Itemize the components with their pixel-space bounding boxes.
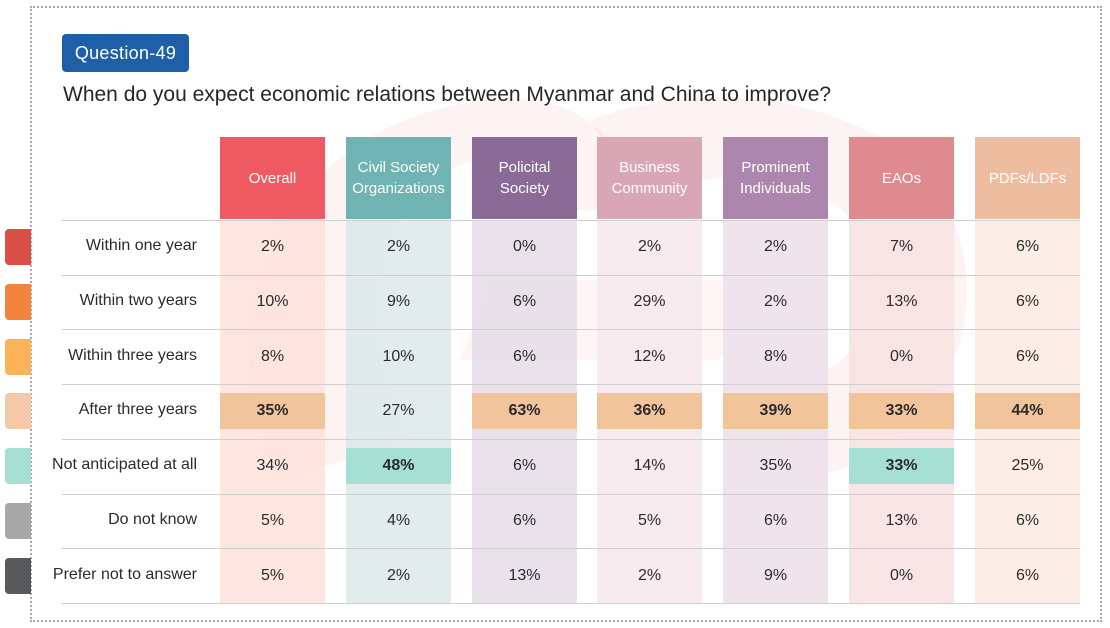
column-header: Overall [220, 137, 325, 219]
data-cell: 2% [637, 238, 662, 255]
data-cell: 27% [382, 402, 415, 419]
data-cell: 5% [637, 512, 662, 529]
row-label: Within two years [79, 292, 197, 309]
row-divider [62, 329, 1080, 330]
data-cell: 13% [885, 293, 918, 310]
data-cell: 8% [260, 348, 285, 365]
data-cell-highlighted: 33% [849, 393, 954, 429]
data-cell: 5% [260, 567, 285, 584]
data-cell: 6% [512, 348, 537, 365]
row-divider [62, 439, 1080, 440]
data-cell-highlighted: 48% [346, 448, 451, 484]
row-divider [62, 220, 1080, 221]
data-cell: 29% [633, 293, 666, 310]
column-header: Civil Society Organizations [346, 137, 451, 219]
row-label: Not anticipated at all [52, 456, 197, 473]
data-cell: 10% [382, 348, 415, 365]
data-cell-highlighted: 36% [597, 393, 702, 429]
legend-swatch [5, 503, 31, 539]
legend-swatch [5, 339, 31, 375]
data-cell-highlighted: 39% [723, 393, 828, 429]
data-cell: 13% [885, 512, 918, 529]
data-cell: 10% [256, 293, 289, 310]
data-cell: 4% [386, 512, 411, 529]
data-cell-highlighted: 63% [472, 393, 577, 429]
row-label: Within three years [68, 347, 197, 364]
row-divider [62, 603, 1080, 604]
row-label: Prefer not to answer [52, 566, 197, 583]
data-cell: 2% [260, 238, 285, 255]
data-cell: 8% [763, 348, 788, 365]
legend-swatch [5, 448, 31, 484]
data-cell-highlighted: 35% [220, 393, 325, 429]
data-cell: 13% [508, 567, 541, 584]
data-cell-highlighted: 33% [849, 448, 954, 484]
data-cell: 34% [256, 457, 289, 474]
data-cell: 2% [763, 238, 788, 255]
legend-swatch [5, 284, 31, 320]
data-cell: 6% [1015, 238, 1040, 255]
data-cell: 6% [512, 293, 537, 310]
data-cell: 6% [512, 457, 537, 474]
column-header: EAOs [849, 137, 954, 219]
question-title: When do you expect economic relations be… [63, 83, 832, 106]
row-divider [62, 494, 1080, 495]
data-cell: 6% [512, 512, 537, 529]
row-divider [62, 548, 1080, 549]
data-cell: 0% [512, 238, 537, 255]
data-cell: 14% [633, 457, 666, 474]
row-label: Within one year [85, 237, 197, 254]
data-cell: 12% [633, 348, 666, 365]
data-cell: 0% [889, 348, 914, 365]
row-divider [62, 384, 1080, 385]
legend-swatch [5, 558, 31, 594]
data-cell: 7% [889, 238, 914, 255]
data-cell: 5% [260, 512, 285, 529]
legend-swatch [5, 393, 31, 429]
data-cell: 25% [1011, 457, 1044, 474]
data-cell: 35% [759, 457, 792, 474]
data-cell-highlighted: 44% [975, 393, 1080, 429]
data-cell: 6% [1015, 567, 1040, 584]
data-cell: 2% [637, 567, 662, 584]
data-cell: 9% [386, 293, 411, 310]
question-badge: Question-49 [62, 34, 189, 72]
column-header: Prominent Individuals [723, 137, 828, 219]
data-cell: 2% [763, 293, 788, 310]
data-cell: 0% [889, 567, 914, 584]
legend-swatch [5, 229, 31, 265]
data-cell: 2% [386, 567, 411, 584]
column-header: Business Community [597, 137, 702, 219]
column-background [346, 220, 451, 604]
row-label: After three years [78, 401, 197, 418]
data-cell: 6% [1015, 293, 1040, 310]
slide-frame [30, 6, 1102, 622]
data-cell: 6% [1015, 348, 1040, 365]
data-cell: 9% [763, 567, 788, 584]
row-label: Do not know [108, 511, 197, 528]
data-cell: 6% [1015, 512, 1040, 529]
column-header: Policital Society [472, 137, 577, 219]
row-divider [62, 275, 1080, 276]
column-header: PDFs/LDFs [975, 137, 1080, 219]
data-cell: 2% [386, 238, 411, 255]
data-cell: 6% [763, 512, 788, 529]
